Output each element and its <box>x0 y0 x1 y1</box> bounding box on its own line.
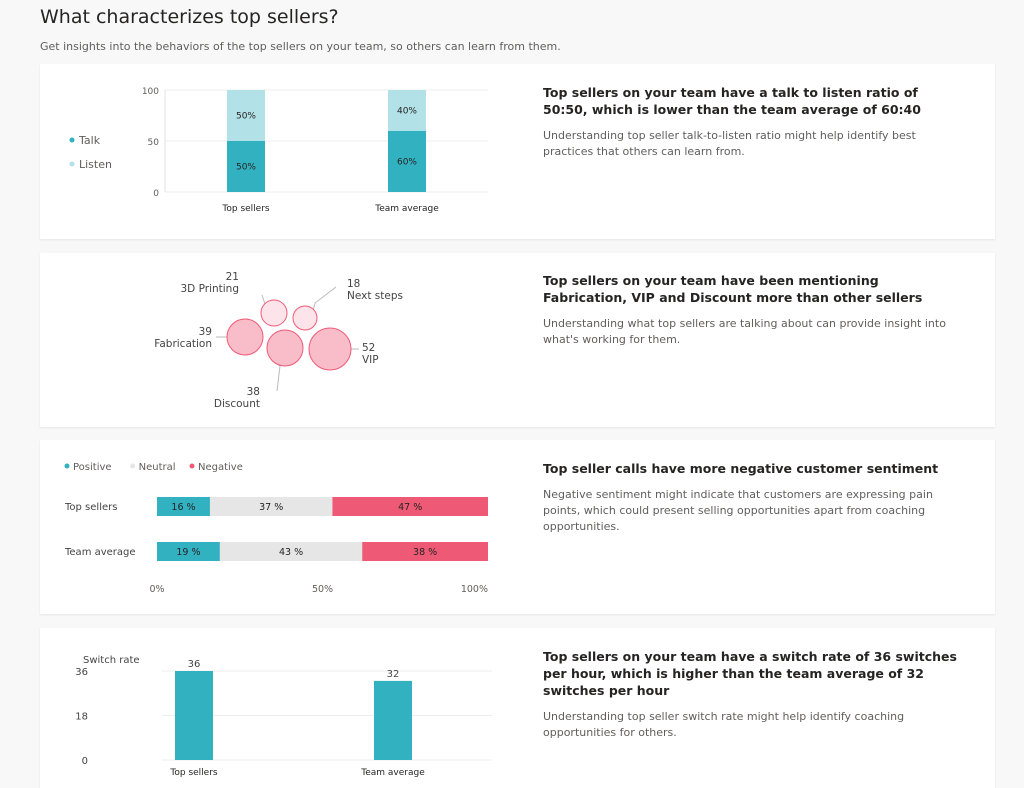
card-description: Negative sentiment might indicate that c… <box>543 488 933 533</box>
page-title: What characterizes top sellers? <box>40 6 339 28</box>
y-tick-label: 100 <box>142 87 159 97</box>
legend-dot <box>189 463 195 469</box>
data-label: 36 <box>188 659 201 670</box>
data-label: 16 % <box>171 502 195 513</box>
legend-dot <box>130 463 136 469</box>
bar-positive <box>157 497 210 516</box>
card-description: Understanding top seller switch rate mig… <box>543 710 905 739</box>
bubble <box>260 299 288 327</box>
bar-neutral <box>219 542 363 561</box>
y-tick-label: 0 <box>82 756 88 767</box>
x-tick-label: 50% <box>312 584 333 595</box>
bubble-label: Fabrication <box>154 338 212 350</box>
legend-label-talk: Talk <box>78 134 101 147</box>
data-label: 32 <box>387 669 400 680</box>
switch-rate-card: Switch rate 0 18 36 36 Top sellers 32 Team aver… <box>40 628 995 788</box>
talk-listen-card: 0 50 100 50% 50% Top sellers 60% 40% Team averag… <box>40 64 995 239</box>
y-tick-label: Top sellers <box>64 502 117 513</box>
card-heading: Top sellers on your team have a talk to … <box>543 85 921 117</box>
data-label: 40% <box>397 106 417 116</box>
x-tick-label: 0% <box>149 584 164 595</box>
bubble-value: 21 <box>226 271 239 283</box>
bar-negative <box>332 497 488 516</box>
legend-dot <box>64 463 70 469</box>
bar-positive <box>157 542 220 561</box>
data-label: 37 % <box>259 502 283 513</box>
data-label: 47 % <box>398 502 422 513</box>
y-tick-label: 50 <box>148 138 160 148</box>
card-heading: Top sellers on your team have a switch r… <box>543 649 957 698</box>
bubble-value: 38 <box>247 386 260 398</box>
bubble <box>266 329 304 367</box>
bubble <box>226 318 264 356</box>
leader-line <box>312 286 337 310</box>
sentiment-card: Positive Neutral Negative Top sellers 16 % 37… <box>40 440 995 614</box>
bar-listen <box>227 90 265 141</box>
data-label: 50% <box>236 163 256 173</box>
sentiment-chart: Positive Neutral Negative Top sellers 16 % 37… <box>64 462 488 595</box>
x-tick-label: 100% <box>461 584 488 595</box>
y-tick-label: 0 <box>153 189 159 199</box>
y-tick-label: 18 <box>75 712 88 723</box>
bar <box>175 671 213 760</box>
page-subtitle: Get insights into the behaviors of the t… <box>40 40 561 53</box>
legend-dot <box>69 137 75 143</box>
talk-listen-chart: 0 50 100 50% 50% Top sellers 60% 40% Team averag… <box>69 87 488 214</box>
legend-dot <box>69 161 75 167</box>
y-axis-title: Switch rate <box>83 655 140 666</box>
bubble-label: VIP <box>362 354 379 366</box>
bubble <box>308 327 352 371</box>
y-tick-label: 36 <box>75 667 88 678</box>
keywords-card: 21 3D Printing 18 Next steps 39 Fabrication 38… <box>40 253 995 427</box>
bubble-label: Discount <box>214 398 260 410</box>
bar-talk <box>388 130 426 192</box>
card-description: Understanding top seller talk-to-listen … <box>543 129 916 158</box>
card-heading: Top sellers on your team have been menti… <box>543 273 923 305</box>
bar-talk <box>227 141 265 192</box>
x-tick-label: Top sellers <box>169 768 218 778</box>
legend-label-neutral: Neutral <box>139 462 176 473</box>
legend-label-positive: Positive <box>73 462 112 473</box>
x-tick-label: Top sellers <box>221 204 270 214</box>
bubble-label: 3D Printing <box>181 283 240 295</box>
x-tick-label: Team average <box>360 768 425 778</box>
bubble <box>292 305 318 331</box>
bar <box>374 680 412 760</box>
card-description: Understanding what top sellers are talki… <box>543 317 946 346</box>
bubble-value: 18 <box>347 278 360 290</box>
bubble-label: Next steps <box>347 290 403 302</box>
data-label: 43 % <box>279 547 303 558</box>
bubble-value: 52 <box>362 342 375 354</box>
data-label: 50% <box>236 112 256 122</box>
legend-label-listen: Listen <box>79 158 112 171</box>
card-heading: Top seller calls have more negative cust… <box>543 461 939 476</box>
bar-negative <box>362 542 488 561</box>
legend-label-negative: Negative <box>198 462 243 473</box>
x-tick-label: Team average <box>374 204 439 214</box>
y-tick-label: Team average <box>64 547 136 558</box>
bubble-value: 39 <box>199 326 212 338</box>
switch-rate-chart: Switch rate 0 18 36 36 Top sellers 32 Team aver… <box>75 655 492 778</box>
data-label: 19 % <box>176 547 200 558</box>
bar-neutral <box>209 497 333 516</box>
bar-listen <box>388 90 426 131</box>
data-label: 38 % <box>413 547 437 558</box>
data-label: 60% <box>397 157 417 167</box>
